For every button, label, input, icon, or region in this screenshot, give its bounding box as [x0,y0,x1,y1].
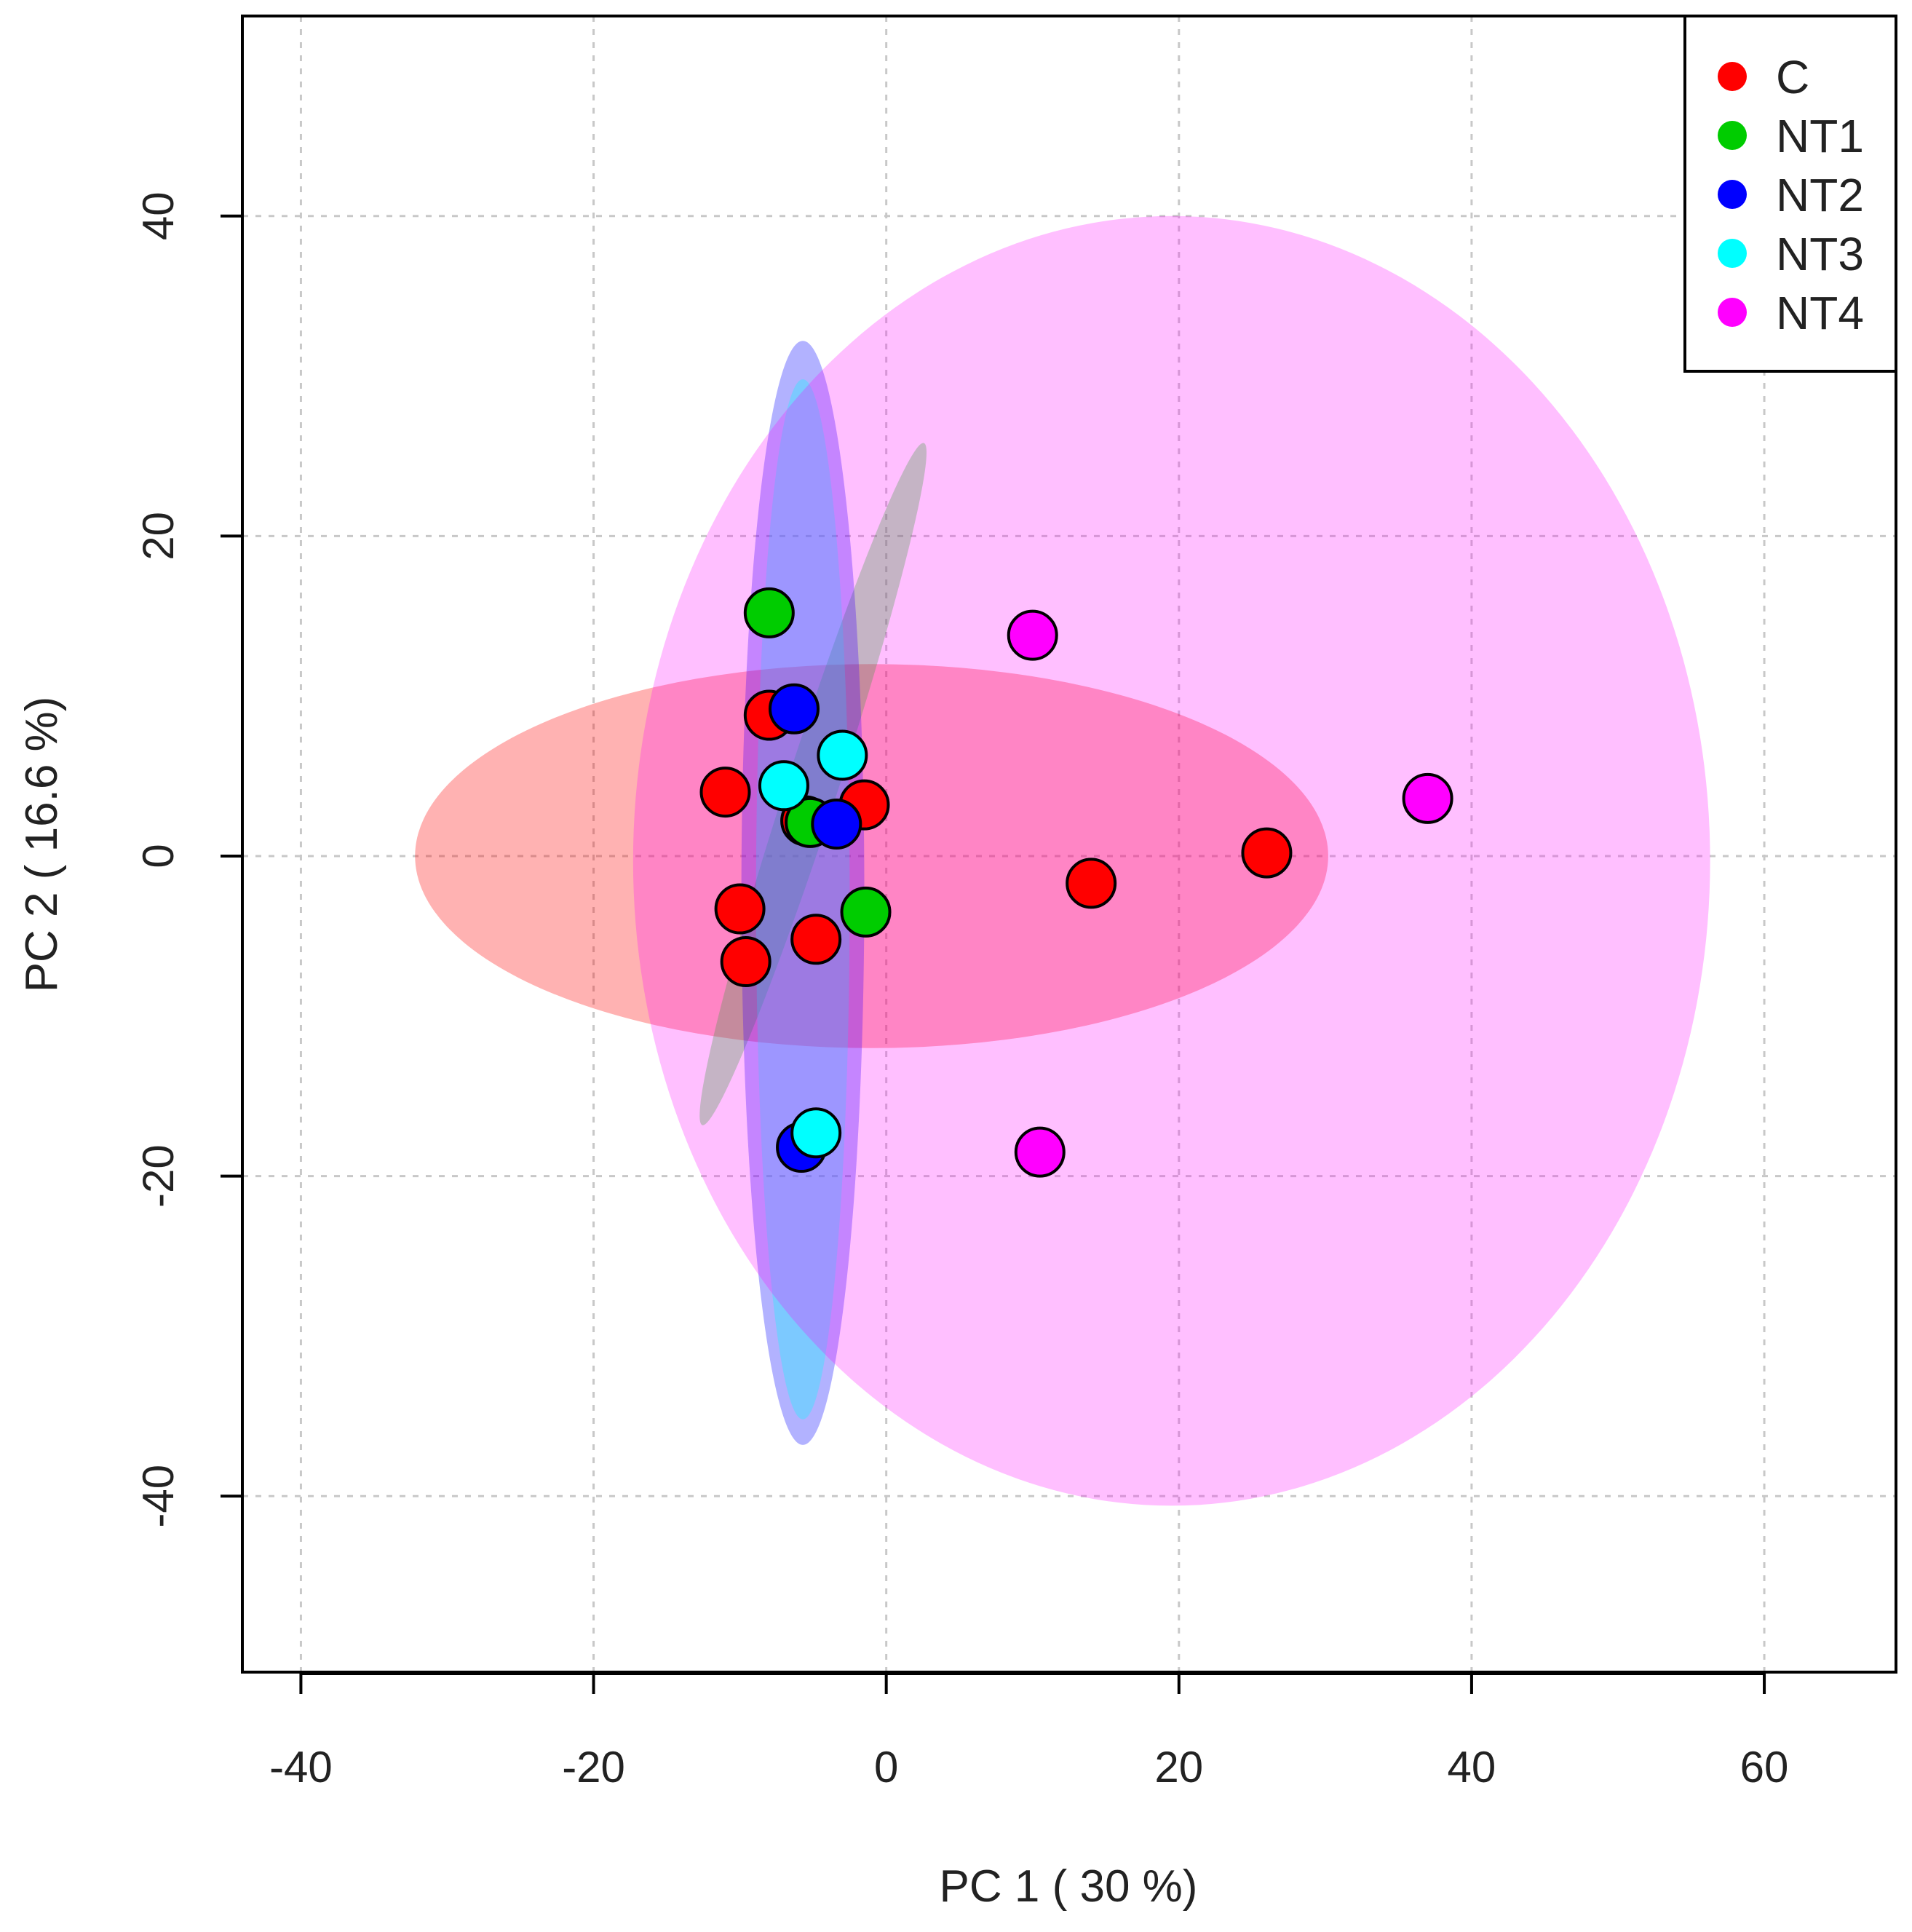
legend-marker-nt1 [1718,121,1747,150]
data-point-c [714,883,766,935]
legend-label-c: C [1776,51,1809,103]
legend-label-nt2: NT2 [1776,169,1864,221]
x-tick-label: -40 [269,1743,333,1792]
data-point-nt2 [769,683,820,735]
data-point-nt3 [790,1107,842,1159]
legend: C NT1 NT2 NT3 NT4 [1683,15,1897,373]
legend-label-nt1: NT1 [1776,110,1864,162]
data-point-c [699,767,751,818]
data-point-nt1 [743,587,795,638]
legend-marker-nt3 [1718,239,1747,268]
data-point-nt1 [840,886,892,938]
x-tick-label: 40 [1448,1743,1496,1792]
data-point-c [720,936,771,988]
y-axis-title: PC 2 ( 16.6 %) [17,697,67,993]
y-tick-label: -40 [134,1465,183,1528]
x-tick-label: 60 [1740,1743,1789,1792]
confidence-ellipse-nt4 [632,215,1710,1506]
legend-label-nt4: NT4 [1776,287,1864,339]
x-tick-label: 0 [874,1743,898,1792]
data-point-nt3 [758,760,809,812]
data-point-c [1066,858,1117,909]
y-tick-label: 0 [134,844,183,868]
ellipse-layer [415,215,1710,1506]
data-point-nt2 [811,799,862,850]
confidence-ellipse-c [415,664,1328,1048]
legend-marker-nt4 [1718,298,1747,327]
y-tick-label: 20 [134,512,183,561]
data-point-c [1241,827,1293,879]
data-point-nt4 [1402,772,1453,824]
x-tick-label: 20 [1154,1743,1203,1792]
legend-marker-c [1718,62,1747,91]
y-tick-label: -20 [134,1144,183,1208]
data-point-nt3 [817,729,868,781]
legend-marker-nt2 [1718,180,1747,209]
y-tick-label: 40 [134,191,183,240]
data-point-nt4 [1007,609,1058,661]
point-layer [699,587,1453,1178]
axis-layer: -40 -20 0 20 40 60 -40 -20 0 20 40 [134,191,1788,1792]
x-tick-label: -20 [562,1743,625,1792]
data-point-c [790,914,842,965]
legend-label-nt3: NT3 [1776,228,1864,280]
legend-entries: C NT1 NT2 NT3 NT4 [1718,51,1864,339]
x-axis-title: PC 1 ( 30 %) [940,1861,1198,1912]
data-point-nt4 [1014,1126,1066,1178]
